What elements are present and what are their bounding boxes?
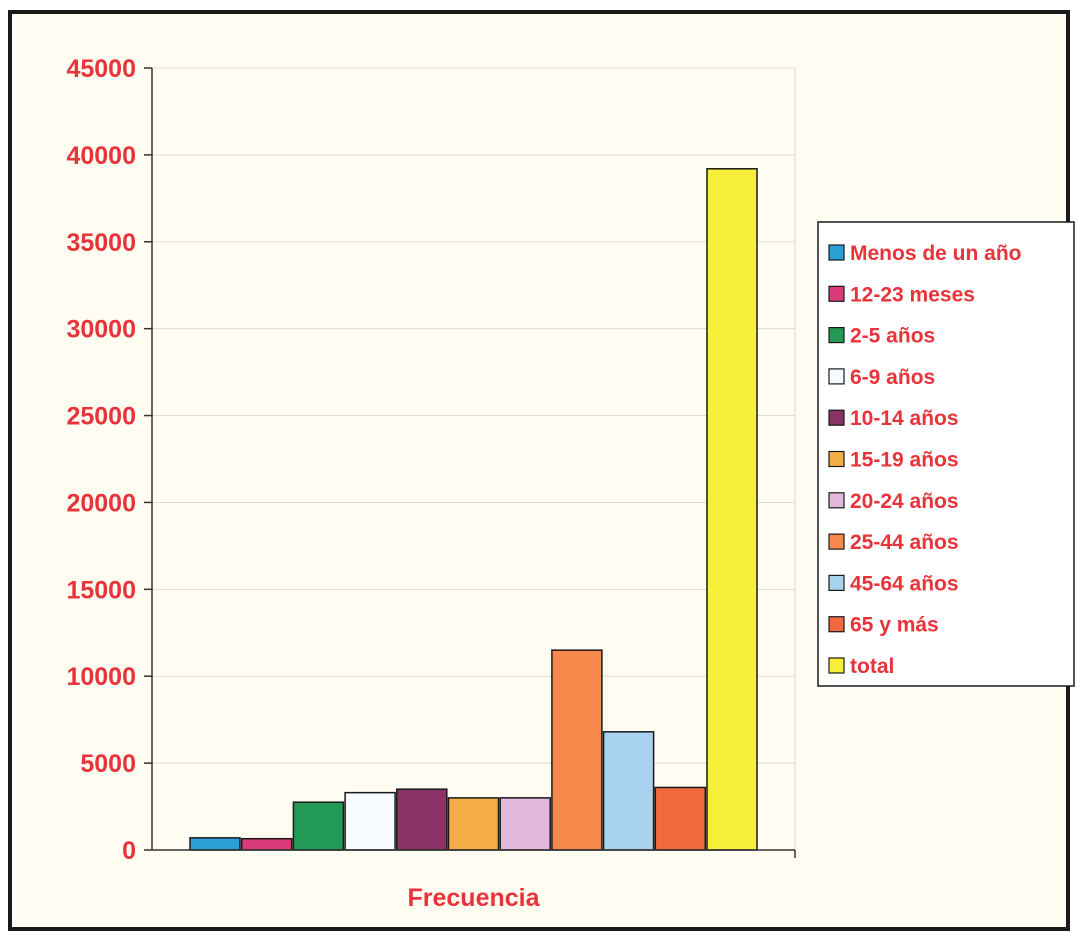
legend-label: 6-9 años: [850, 366, 935, 389]
legend-swatch: [828, 244, 845, 261]
legend-label: total: [850, 655, 894, 678]
gridlines: [152, 67, 796, 850]
x-axis-label: Frecuencia: [407, 884, 540, 912]
y-tick-label: 10000: [66, 663, 136, 691]
bar-2-5-años: [292, 801, 345, 851]
y-tick-label: 0: [122, 837, 136, 865]
y-tick-label: 40000: [66, 142, 136, 170]
legend-label: 20-24 años: [850, 490, 959, 513]
bar-15-19-años: [447, 797, 500, 851]
legend-label: 45-64 años: [850, 572, 959, 595]
y-tick-label: 5000: [80, 750, 136, 778]
bar-total: [706, 168, 758, 851]
legend-swatch: [828, 327, 845, 344]
legend-label: 15-19 años: [850, 449, 959, 472]
legend: Menos de un año 12-23 meses 2-5 años 6-9 añ…: [817, 221, 1075, 687]
bar-10-14-años: [396, 788, 448, 851]
bar-65-y-más: [654, 786, 707, 851]
legend-swatch: [828, 574, 845, 592]
y-tick-label: 20000: [66, 489, 136, 517]
legend-swatch: [828, 616, 845, 633]
legend-label: 25-44 años: [850, 531, 959, 554]
y-tick-labels: 0 5000 10000 15000 20000 25000 30000 35000 40000…: [66, 55, 136, 865]
bar-20-24-años: [499, 797, 551, 851]
bar-6-9-años: [344, 791, 396, 851]
legend-label: Menos de un año: [850, 242, 1022, 265]
y-tick-label: 35000: [66, 229, 136, 257]
bar-12-23-meses: [240, 837, 293, 851]
legend-swatch: [828, 492, 845, 509]
legend-box: [817, 221, 1075, 687]
y-tick-label: 25000: [66, 403, 136, 431]
axes: [144, 67, 796, 858]
legend-label: 10-14 años: [850, 407, 959, 430]
legend-swatch: [828, 657, 845, 674]
bar-menos-de-un-año: [189, 837, 241, 851]
legend-label: 12-23 meses: [850, 283, 975, 306]
legend-swatch: [828, 450, 845, 468]
y-tick-label: 15000: [66, 576, 136, 604]
bar-25-44-años: [551, 649, 603, 851]
y-tick-label: 30000: [66, 316, 136, 344]
legend-label: 65 y más: [850, 614, 939, 637]
y-tick-label: 45000: [66, 55, 136, 83]
legend-swatch: [828, 368, 845, 385]
legend-swatch: [828, 409, 845, 426]
legend-swatch: [828, 285, 845, 302]
legend-label: 2-5 años: [850, 325, 935, 348]
bar-45-64-años: [602, 731, 655, 851]
legend-swatch: [828, 533, 845, 550]
bars: [189, 168, 758, 851]
